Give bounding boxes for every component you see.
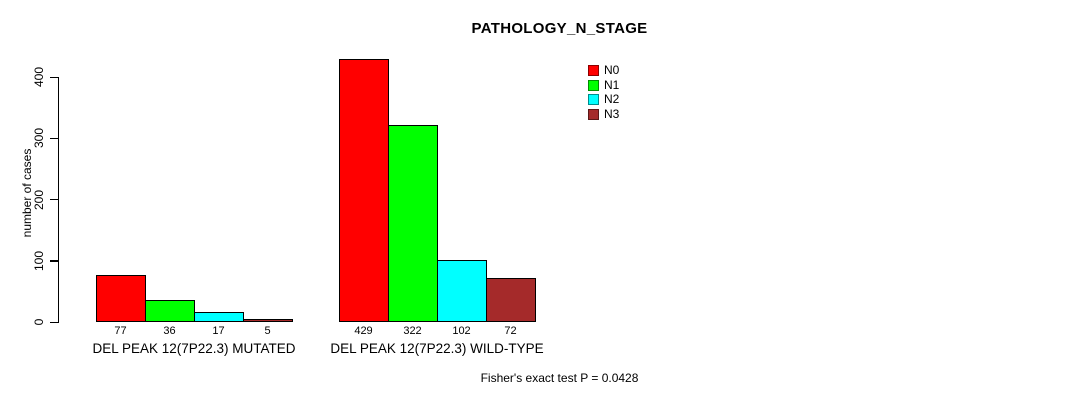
bar-N1-group2 — [388, 125, 438, 322]
y-axis-line — [58, 77, 60, 323]
bar-N3-group2 — [486, 278, 536, 322]
y-axis-tick-label: 300 — [32, 128, 46, 149]
bar-N3-group1 — [243, 319, 293, 322]
legend: N0 N1 N2 N3 — [588, 63, 620, 123]
y-axis-tick-label: 400 — [32, 66, 46, 88]
legend-item: N1 — [588, 77, 620, 92]
bar-value-label: 77 — [114, 325, 127, 337]
y-axis-tick-label: 200 — [32, 189, 46, 210]
bar-value-label: 17 — [212, 325, 225, 337]
bar-value-label: 5 — [264, 325, 271, 337]
legend-label: N1 — [604, 77, 620, 92]
legend-item: N3 — [588, 106, 620, 121]
bar-value-label: 429 — [354, 325, 373, 337]
legend-item: N2 — [588, 92, 620, 107]
bar-N2-group2 — [437, 260, 487, 322]
y-axis-tick-label: 100 — [32, 250, 46, 271]
y-axis-tick — [50, 260, 58, 262]
y-axis-tick — [50, 137, 58, 140]
legend-label: N3 — [604, 106, 620, 121]
bar-value-label: 36 — [163, 325, 176, 337]
legend-swatch-N3 — [588, 108, 599, 120]
bar-value-label: 322 — [403, 325, 422, 337]
fisher-test-result: Fisher's exact test P = 0.0428 — [480, 371, 639, 385]
y-axis-tick-label: 0 — [32, 318, 46, 326]
legend-swatch-N0 — [588, 65, 599, 76]
legend-item: N0 — [588, 63, 620, 77]
bar-N0-group1 — [96, 275, 146, 322]
bar-N2-group1 — [194, 312, 244, 322]
legend-swatch-N2 — [588, 94, 599, 106]
legend-label: N2 — [604, 92, 620, 107]
legend-label: N0 — [604, 63, 620, 77]
group-category-label: DEL PEAK 12(7P22.3) MUTATED — [92, 341, 296, 356]
legend-swatch-N1 — [588, 79, 599, 91]
chart-title: PATHOLOGY_N_STAGE — [471, 20, 648, 37]
bar-value-label: 72 — [504, 325, 517, 337]
group-category-label: DEL PEAK 12(7P22.3) WILD-TYPE — [330, 341, 544, 356]
bar-value-label: 102 — [452, 325, 471, 337]
bar-N1-group1 — [145, 300, 195, 322]
y-axis-tick — [50, 321, 58, 323]
y-axis-tick — [50, 76, 58, 78]
y-axis-tick — [50, 199, 58, 201]
bar-N0-group2 — [339, 59, 389, 322]
